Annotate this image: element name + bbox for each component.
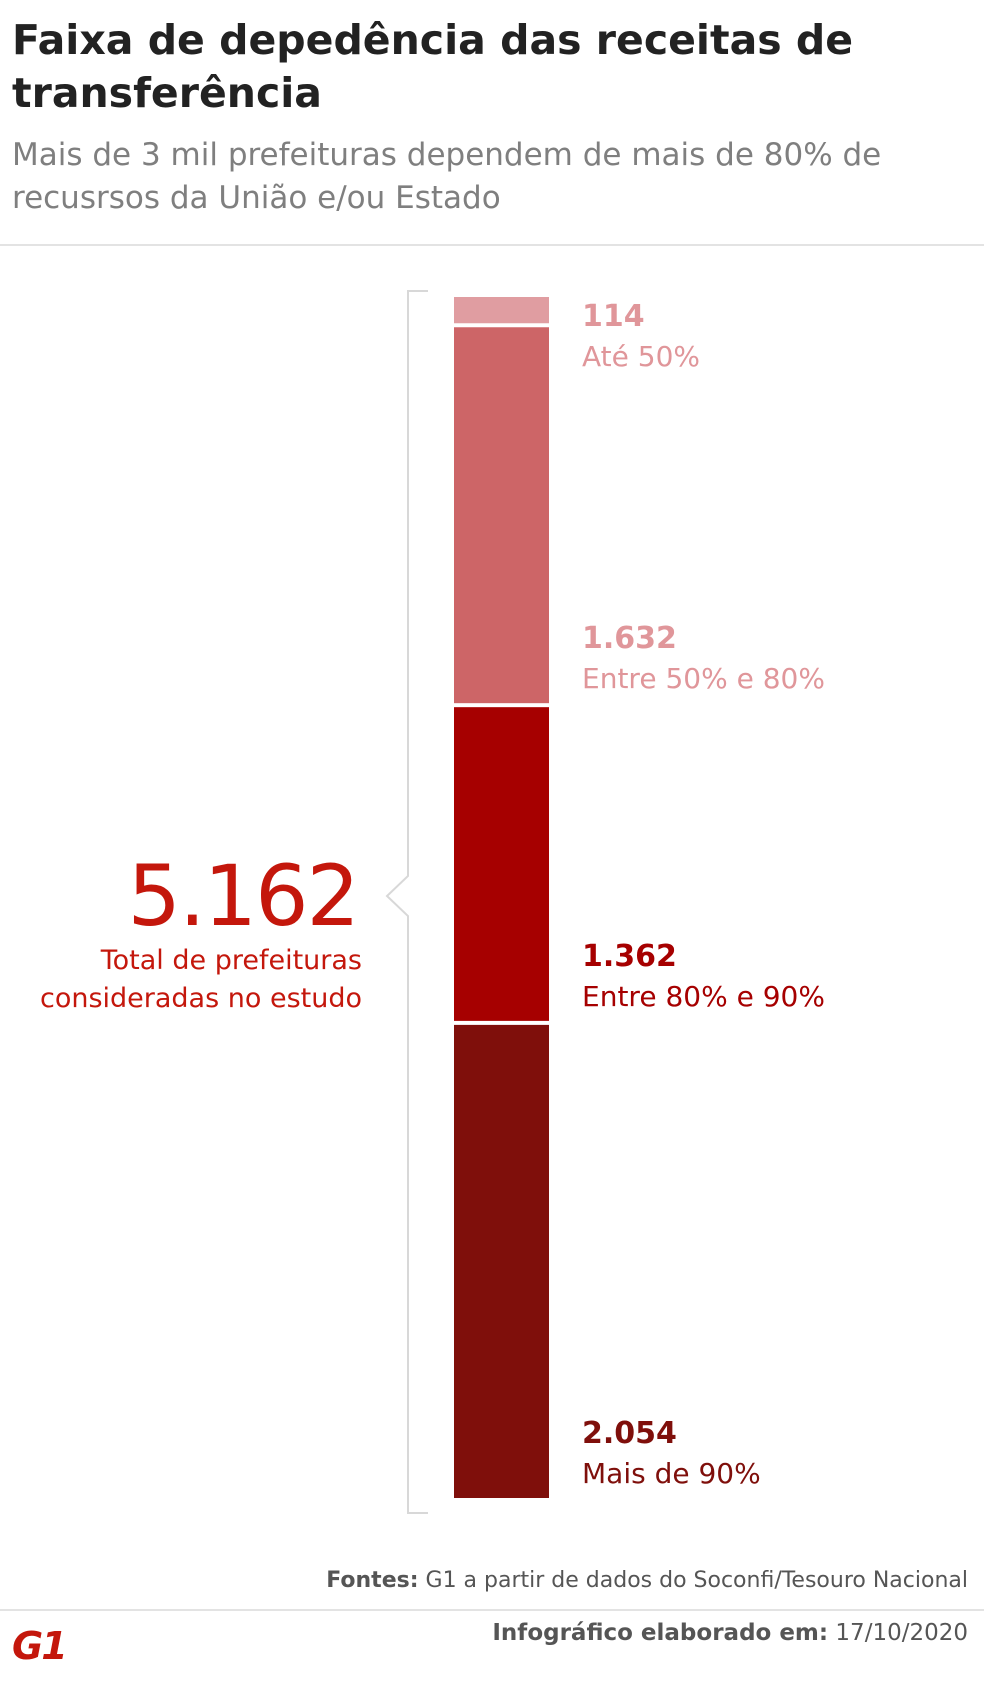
date-label: Infográfico elaborado em: [492,1620,829,1646]
segment-label-2: Entre 50% e 80% [582,662,825,695]
chart-subtitle: Mais de 3 mil prefeituras dependem de ma… [12,137,882,216]
total-label-line2: consideradas no estudo [39,983,362,1014]
total-label-line1: Total de prefeituras [100,945,362,976]
bar-segment-4 [454,1024,549,1498]
segment-value-3: 1.362 [582,939,677,974]
source-note: Fontes: G1 a partir de dados do Soconfi/… [326,1568,968,1593]
bar-segment-3 [454,707,549,1021]
total-value: 5.162 [127,847,360,945]
total-label: Total de prefeituras consideradas no est… [20,942,362,1018]
segment-label-4: Mais de 90% [582,1457,761,1490]
segment-value-2: 1.632 [582,621,677,656]
segment-label-1: Até 50% [582,340,700,373]
g1-logo[interactable]: G1 [12,1624,68,1668]
footer-divider [0,1609,984,1611]
source-label: Fontes: [326,1568,419,1593]
header-divider [0,244,984,246]
bar-segments [454,297,549,1498]
segment-label-3: Entre 80% e 90% [582,980,825,1013]
chart-title: Faixa de depedência das receitas de tran… [12,16,854,117]
date-value: 17/10/2020 [835,1620,968,1646]
bar-segment-labels: 114 Até 50% 1.632 Entre 50% e 80% 1.362 Entre… [582,299,825,1490]
stacked-bar-chart: 114 Até 50% 1.632 Entre 50% e 80% 1.362 Entre… [385,290,825,1514]
source-text: G1 a partir de dados do Soconfi/Tesouro … [425,1568,968,1593]
bar-segment-1 [454,297,549,324]
total-bracket [385,290,428,1514]
bar-segment-2 [454,327,549,704]
segment-value-1: 114 [582,299,645,334]
infographic-date: Infográfico elaborado em: 17/10/2020 [492,1620,968,1646]
segment-value-4: 2.054 [582,1416,677,1451]
